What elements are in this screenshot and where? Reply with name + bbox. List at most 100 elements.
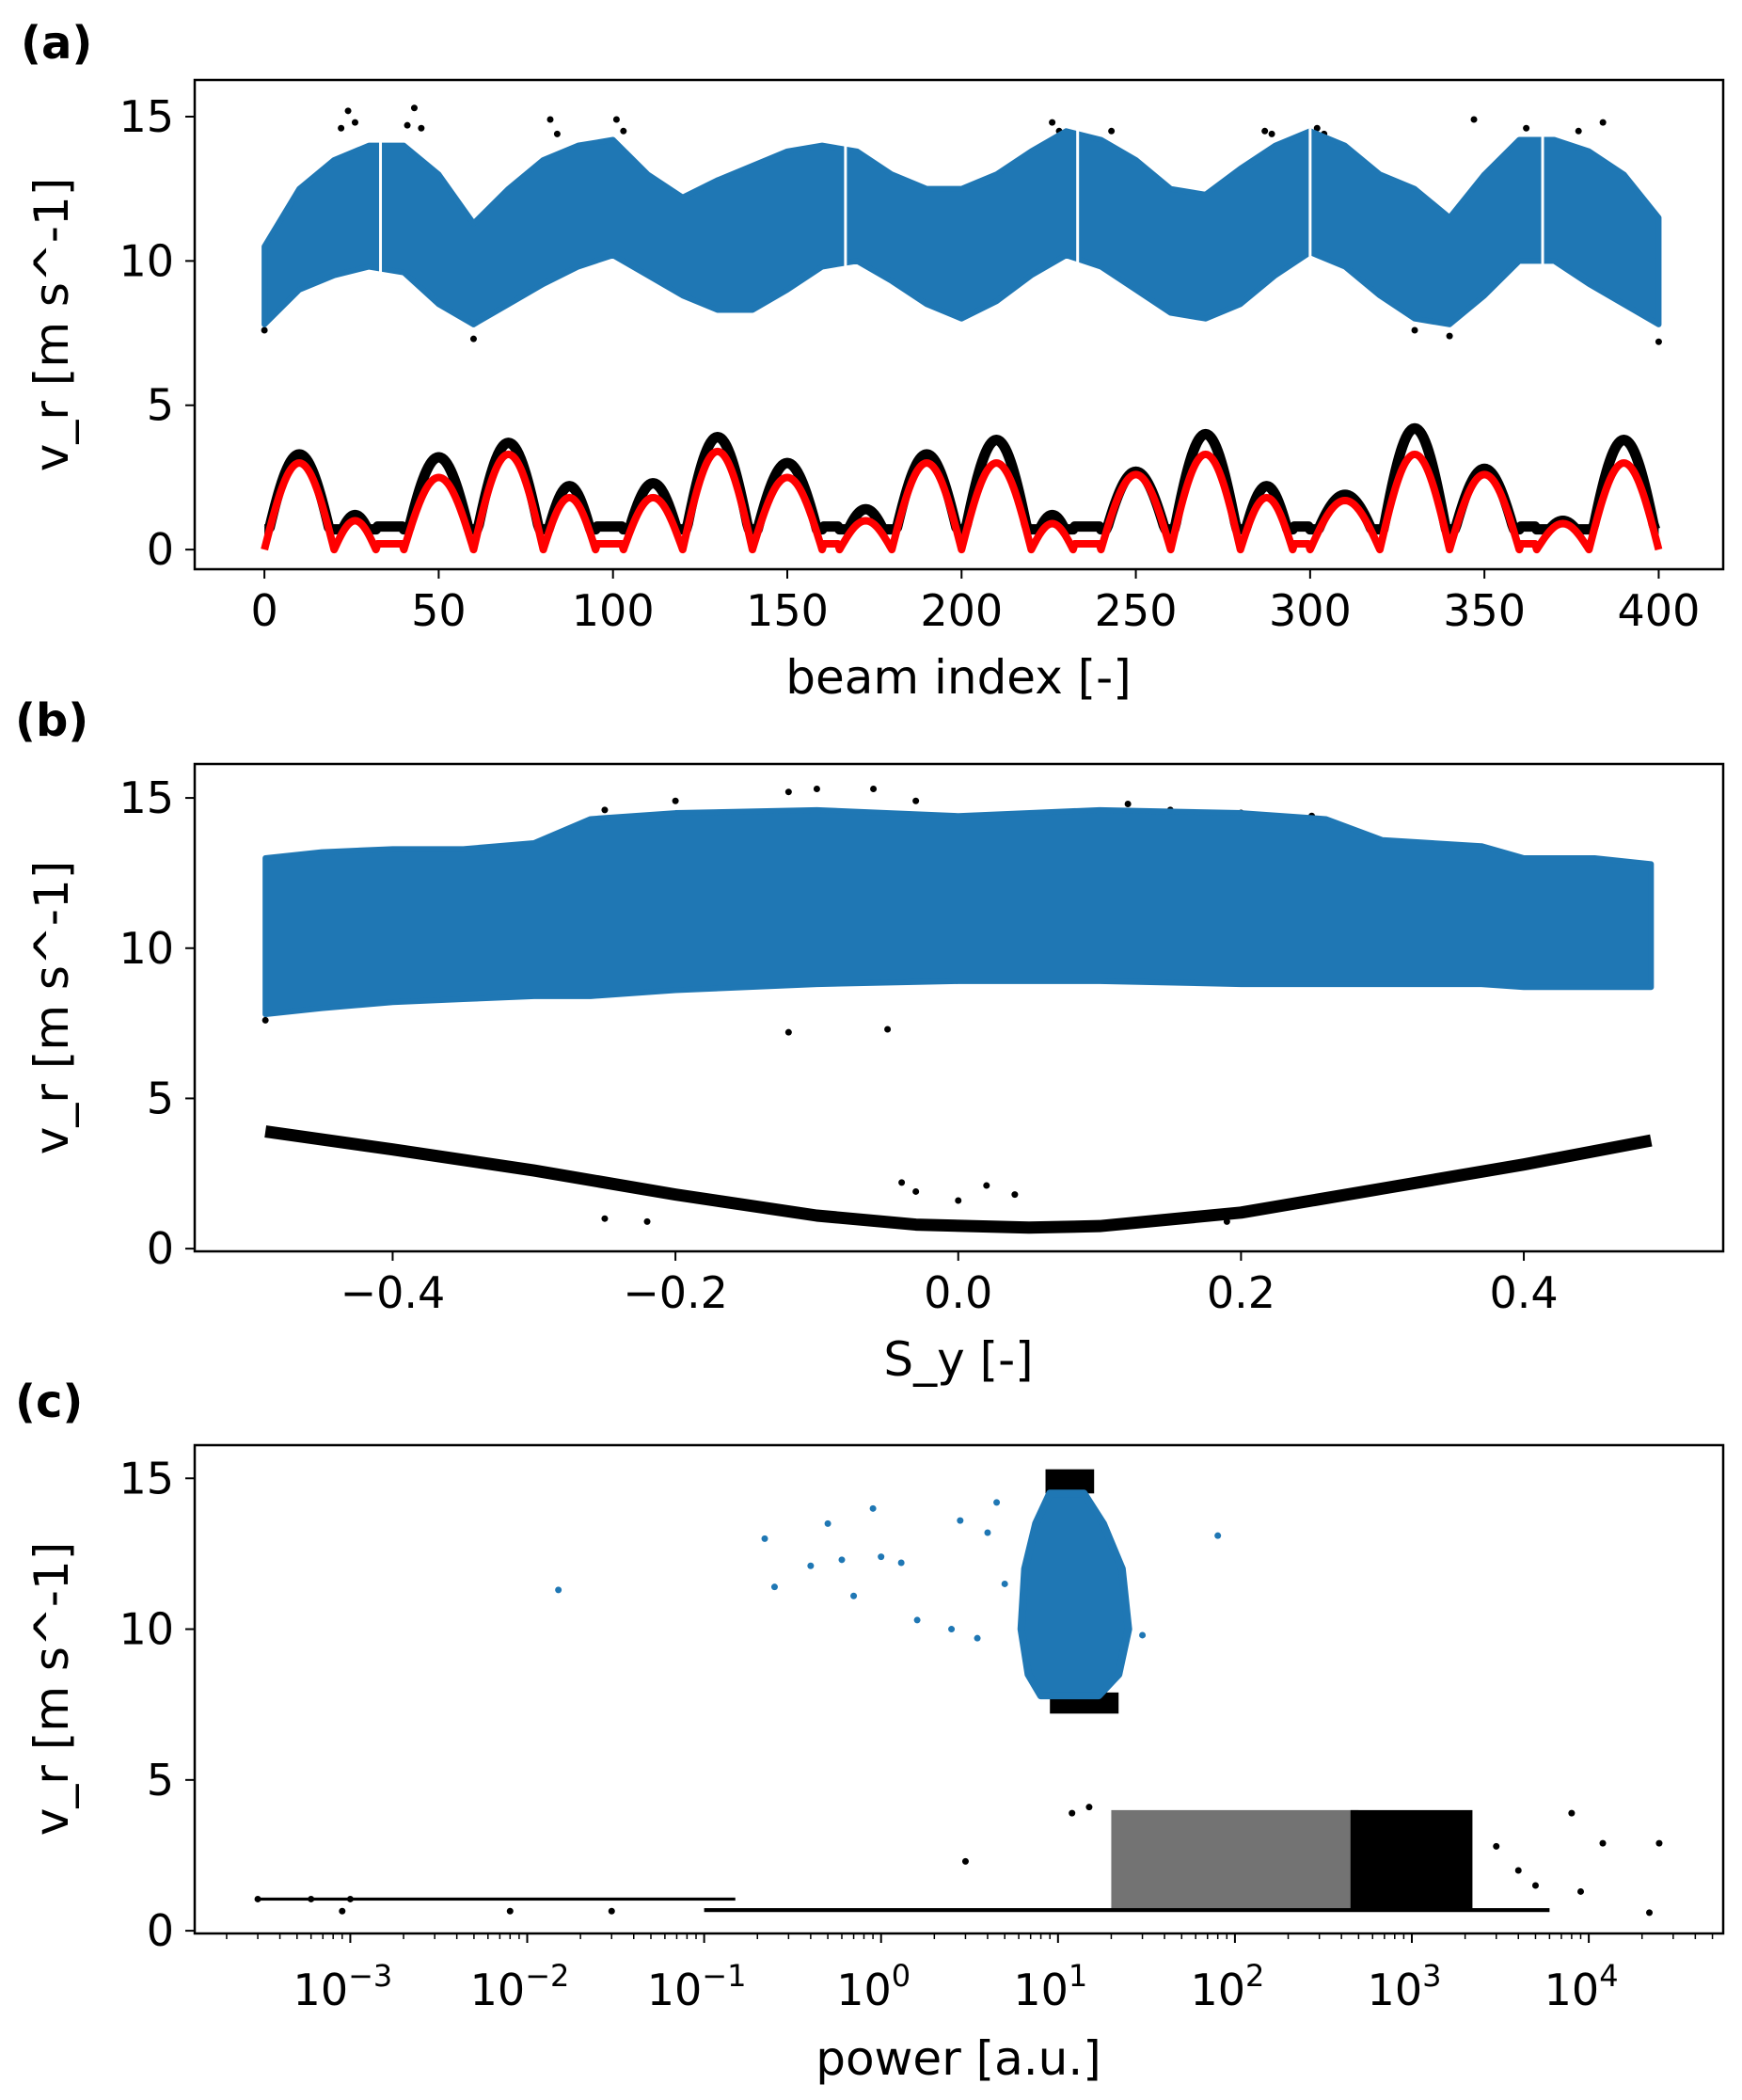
y-axis-label-a: v_r [m s^-1] [24, 178, 79, 471]
black-outlier-point [261, 1016, 269, 1024]
black-outlier-point [1514, 1867, 1522, 1874]
y-tick-label: 10 [119, 235, 174, 286]
black-outlier-point [1049, 119, 1056, 126]
blue-outlier-point [838, 1556, 846, 1564]
y-tick-label: 15 [119, 1453, 174, 1503]
black-outlier-point [254, 1895, 261, 1902]
x-tick-label: 10−1 [647, 1958, 747, 2015]
black-outlier-point [1261, 127, 1269, 135]
blue-outlier-point [807, 1562, 815, 1569]
black-outlier-point [553, 130, 561, 137]
x-axis-label-b: S_y [-] [883, 1332, 1033, 1387]
black-outlier-point [338, 124, 345, 132]
black-series-curve [264, 1125, 1653, 1234]
black-outlier-point [1446, 332, 1453, 340]
black-outlier-point [1531, 1882, 1539, 1889]
black-outlier-point [672, 797, 679, 804]
black-scatter-region [704, 1908, 1550, 1913]
black-outlier-point [912, 1187, 920, 1195]
blue-outlier-point [1139, 1631, 1147, 1639]
black-outlier-point [620, 127, 627, 135]
black-outlier-point [1655, 1839, 1663, 1847]
x-tick-label: −0.2 [623, 1267, 728, 1318]
black-series-curve [261, 422, 1663, 535]
y-tick-label: 10 [119, 923, 174, 974]
x-tick-label: 101 [1013, 1958, 1087, 2015]
blue-outlier-point [1001, 1580, 1008, 1587]
black-outlier-point [410, 104, 418, 112]
blue-outlier-point [993, 1499, 1001, 1506]
x-tick-label: 400 [1618, 585, 1701, 636]
y-tick-label: 10 [119, 1604, 174, 1655]
black-outlier-point [1268, 130, 1275, 137]
y-tick-label: 5 [147, 380, 174, 431]
black-outlier-point [346, 1895, 354, 1902]
panel-c: 0 5 10 15 10−3 10−2 10−1 100 101 102 103 104 [119, 1443, 1725, 2015]
black-outlier-point [784, 1028, 792, 1036]
red-series-curve [261, 447, 1663, 554]
blue-outlier-point [824, 1519, 831, 1527]
y-tick-label: 0 [147, 524, 174, 575]
black-outlier-point [612, 116, 620, 123]
black-outlier-point [1470, 116, 1478, 123]
y-tick-label: 5 [147, 1755, 174, 1806]
black-outlier-point [308, 1895, 315, 1902]
panel-label-b: (b) [15, 694, 88, 747]
black-outlier-point [1599, 1839, 1607, 1847]
x-tick-label: 50 [411, 585, 467, 636]
black-outlier-point [643, 1217, 651, 1225]
black-outlier-point [344, 107, 352, 115]
x-tick-label: 0.2 [1207, 1267, 1275, 1318]
blue-outlier-point [984, 1529, 991, 1536]
black-outlier-point [870, 786, 878, 793]
black-outlier-point [404, 121, 411, 129]
black-outlier-point [1411, 326, 1418, 334]
y-axis-label-b: v_r [m s^-1] [24, 861, 79, 1154]
x-tick-label: 150 [746, 585, 829, 636]
black-outlier-point [1085, 1804, 1093, 1811]
black-outlier-point [1575, 127, 1582, 135]
black-outlier-point [784, 788, 792, 796]
x-tick-label: 10−2 [470, 1958, 570, 2015]
x-tick-label: 0 [250, 585, 277, 636]
black-outlier-point [1568, 1809, 1576, 1817]
black-outlier-point [608, 1907, 615, 1915]
y-axis-label-c: v_r [m s^-1] [24, 1542, 79, 1836]
x-tick-label: 0.4 [1489, 1267, 1558, 1318]
y-tick-label: 15 [119, 772, 174, 823]
black-scatter-region [1111, 1809, 1359, 1910]
y-tick-label: 0 [147, 1905, 174, 1956]
black-outlier-point [418, 124, 425, 132]
x-axis-label-c: power [a.u.] [816, 2031, 1101, 2086]
x-tick-label: −0.4 [340, 1267, 446, 1318]
black-outlier-point [1523, 124, 1530, 132]
plot-frame [193, 762, 1725, 1253]
x-tick-label: 250 [1095, 585, 1178, 636]
black-outlier-point [1108, 127, 1116, 135]
blue-outlier-point [948, 1626, 956, 1633]
black-outlier-point [469, 335, 477, 342]
blue-outlier-point [897, 1559, 905, 1567]
blue-outlier-point [761, 1535, 768, 1542]
black-outlier-point [546, 116, 554, 123]
black-outlier-point [1069, 1809, 1076, 1817]
black-outlier-point [898, 1179, 906, 1186]
blue-outlier-point [850, 1592, 858, 1599]
x-axis-label-a: beam index [-] [785, 650, 1131, 705]
black-scatter-region [258, 1897, 736, 1901]
black-outlier-point [261, 326, 268, 334]
panel-label-a: (a) [21, 17, 92, 70]
x-tick-label: 100 [572, 585, 655, 636]
x-tick-label: 100 [836, 1958, 911, 2015]
blue-outlier-point [770, 1583, 778, 1591]
black-outlier-point [955, 1197, 962, 1204]
plot-frame [193, 78, 1725, 571]
y-tick-label: 0 [147, 1223, 174, 1274]
black-scatter-region [1350, 1809, 1473, 1910]
x-tick-label: 104 [1544, 1958, 1619, 2015]
x-tick-label: 10−3 [293, 1958, 393, 2015]
blue-outlier-point [869, 1504, 877, 1512]
black-outlier-point [1655, 338, 1662, 345]
panel-label-c: (c) [15, 1376, 83, 1428]
